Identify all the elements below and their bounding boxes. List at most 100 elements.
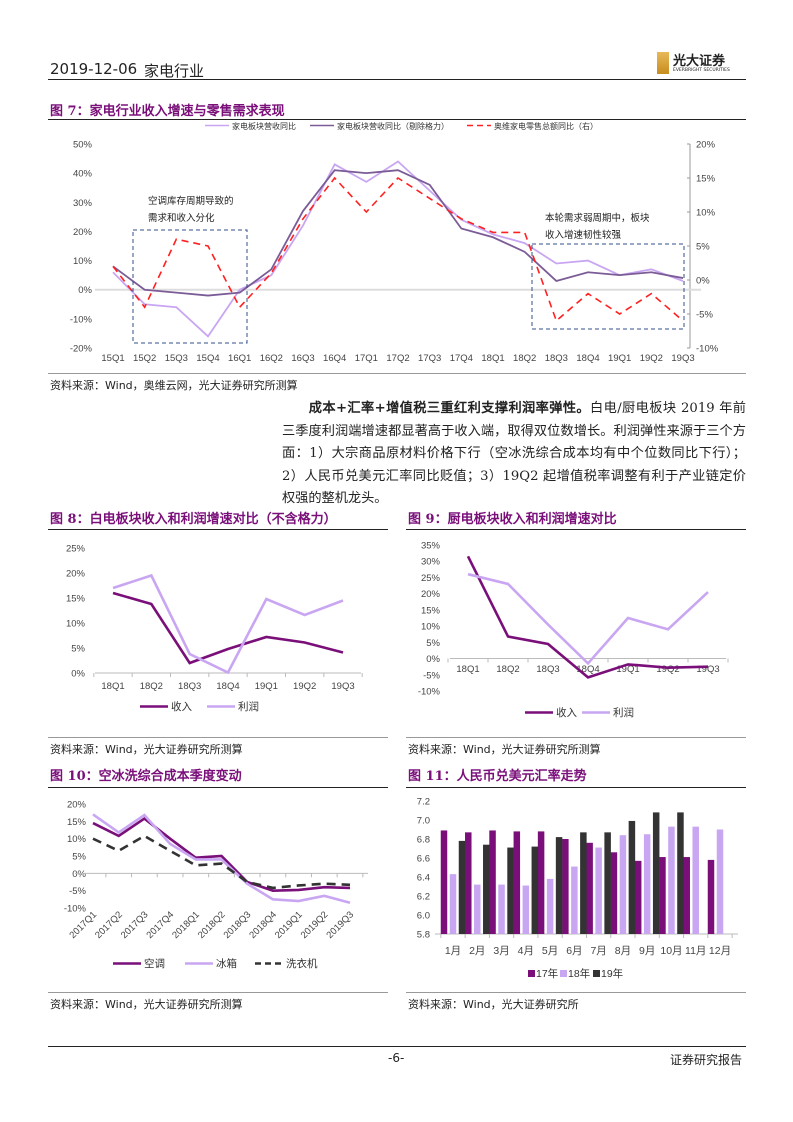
y2-tick-label: 15% — [696, 174, 716, 185]
header-divider — [48, 79, 746, 80]
y-tick-label: 5% — [71, 644, 85, 655]
y-tick-label: 0% — [72, 869, 86, 880]
y-tick-label: 6.0 — [417, 911, 430, 922]
y-tick-label: -5% — [69, 886, 86, 897]
x-tick-label: 1月 — [445, 945, 461, 957]
bar-18年 — [571, 866, 578, 934]
divider — [406, 992, 746, 993]
y-tick-label: 15% — [66, 594, 86, 605]
x-tick-label: 3月 — [493, 945, 509, 957]
y-tick-label: 6.4 — [417, 873, 430, 884]
bar-19年 — [580, 832, 587, 934]
y-tick-label: 10% — [421, 622, 441, 633]
y2-tick-label: -10% — [696, 344, 719, 355]
annotation-text: 收入增速韧性较强 — [545, 229, 622, 241]
x-tick-label: 16Q3 — [291, 353, 314, 364]
figure-11-title: 图 11：人民币兑美元汇率走势 — [408, 769, 587, 784]
y-tick-label: 10% — [66, 619, 86, 630]
header-industry: 家电行业 — [144, 62, 205, 80]
y-tick-label: 50% — [73, 140, 93, 151]
x-tick-label: 2018Q3 — [222, 909, 254, 941]
x-tick-label: 15Q3 — [165, 353, 188, 364]
bar-17年 — [513, 831, 521, 934]
x-tick-label: 19Q3 — [696, 664, 719, 675]
series-line-利润 — [467, 572, 709, 666]
x-tick-label: 18Q4 — [216, 681, 239, 692]
x-tick-label: 19Q2 — [656, 664, 679, 675]
series-line-收入 — [466, 555, 709, 679]
y-tick-label: 20% — [67, 800, 87, 811]
bar-18年 — [716, 829, 724, 934]
annotation-text: 本轮需求弱周期中，板块 — [545, 212, 650, 224]
x-tick-label: 18Q3 — [178, 681, 201, 692]
bar-18年 — [595, 847, 602, 934]
x-tick-label: 18Q2 — [513, 353, 536, 364]
x-tick-label: 18Q3 — [545, 353, 568, 364]
y-tick-label: 25% — [66, 544, 86, 555]
series-line-家电板块营收同比 — [112, 160, 684, 338]
bar-19年 — [531, 846, 539, 934]
y2-tick-label: 20% — [696, 140, 716, 151]
series-line-奥维家电零售总额同比（右） — [112, 176, 684, 323]
bar-17年 — [489, 830, 496, 934]
legend-label: 19年 — [601, 967, 623, 980]
x-tick-label: 16Q4 — [323, 353, 346, 364]
y-tick-label: 7.2 — [417, 797, 430, 808]
x-tick-label: 2017Q3 — [119, 909, 151, 941]
legend-label: 家电板块营收同比 — [232, 121, 296, 131]
bar-18年 — [668, 826, 675, 934]
x-tick-label: 17Q2 — [386, 353, 409, 364]
y-tick-label: 0% — [71, 669, 85, 680]
bar-19年 — [628, 820, 636, 934]
x-tick-label: 2月 — [469, 945, 485, 957]
x-tick-label: 19Q2 — [293, 681, 316, 692]
annotation-text: 空调库存周期导致的 — [148, 195, 234, 207]
bar-18年 — [643, 834, 651, 934]
bar-17年 — [634, 860, 642, 934]
divider — [406, 529, 746, 530]
legend-label: 18年 — [568, 967, 590, 980]
bar-19年 — [458, 840, 466, 934]
legend-label: 收入 — [171, 700, 192, 713]
y-tick-label: 20% — [73, 227, 93, 238]
x-tick-label: 17Q1 — [355, 353, 378, 364]
y-tick-label: 35% — [421, 541, 441, 552]
legend-label: 洗衣机 — [286, 957, 318, 970]
x-tick-label: 19Q3 — [331, 681, 354, 692]
y-tick-label: 40% — [73, 169, 93, 180]
figure-7-source: 资料来源：Wind，奥维云网，光大证券研究所测算 — [50, 379, 298, 392]
y-tick-label: -20% — [70, 344, 93, 355]
bar-18年 — [619, 835, 627, 934]
x-tick-label: 19Q3 — [671, 353, 694, 364]
y-tick-label: -10% — [64, 904, 87, 915]
x-tick-label: 15Q1 — [101, 353, 124, 364]
divider — [48, 787, 388, 788]
y-tick-label: -10% — [418, 687, 441, 698]
y-tick-label: -10% — [70, 314, 93, 325]
bar-19年 — [604, 832, 611, 934]
x-tick-label: 17Q4 — [450, 353, 473, 364]
divider — [48, 373, 746, 374]
y-tick-label: 20% — [66, 569, 86, 580]
series-line-洗衣机 — [92, 834, 351, 890]
x-tick-label: 5月 — [542, 945, 558, 957]
legend-label: 17年 — [536, 967, 558, 980]
x-tick-label: 18Q3 — [536, 664, 559, 675]
bar-19年 — [483, 844, 490, 934]
legend-label: 冰箱 — [216, 957, 237, 970]
x-tick-label: 2018Q2 — [196, 909, 228, 941]
series-line-空调 — [92, 816, 351, 892]
x-tick-label: 19Q1 — [608, 353, 631, 364]
legend-swatch — [528, 970, 535, 977]
y-tick-label: 5.8 — [417, 930, 430, 941]
legend-label: 利润 — [613, 706, 634, 719]
legend-swatch — [593, 970, 600, 977]
bar-17年 — [659, 857, 666, 934]
company-logo: 光大证券 EVERBRIGHT SECURITIES — [657, 50, 745, 76]
y2-tick-label: -5% — [696, 310, 713, 321]
divider — [48, 737, 388, 738]
x-tick-label: 9月 — [639, 945, 655, 957]
y-tick-label: 25% — [421, 573, 441, 584]
y-tick-label: -5% — [423, 670, 440, 681]
y-tick-label: 5% — [72, 852, 86, 863]
